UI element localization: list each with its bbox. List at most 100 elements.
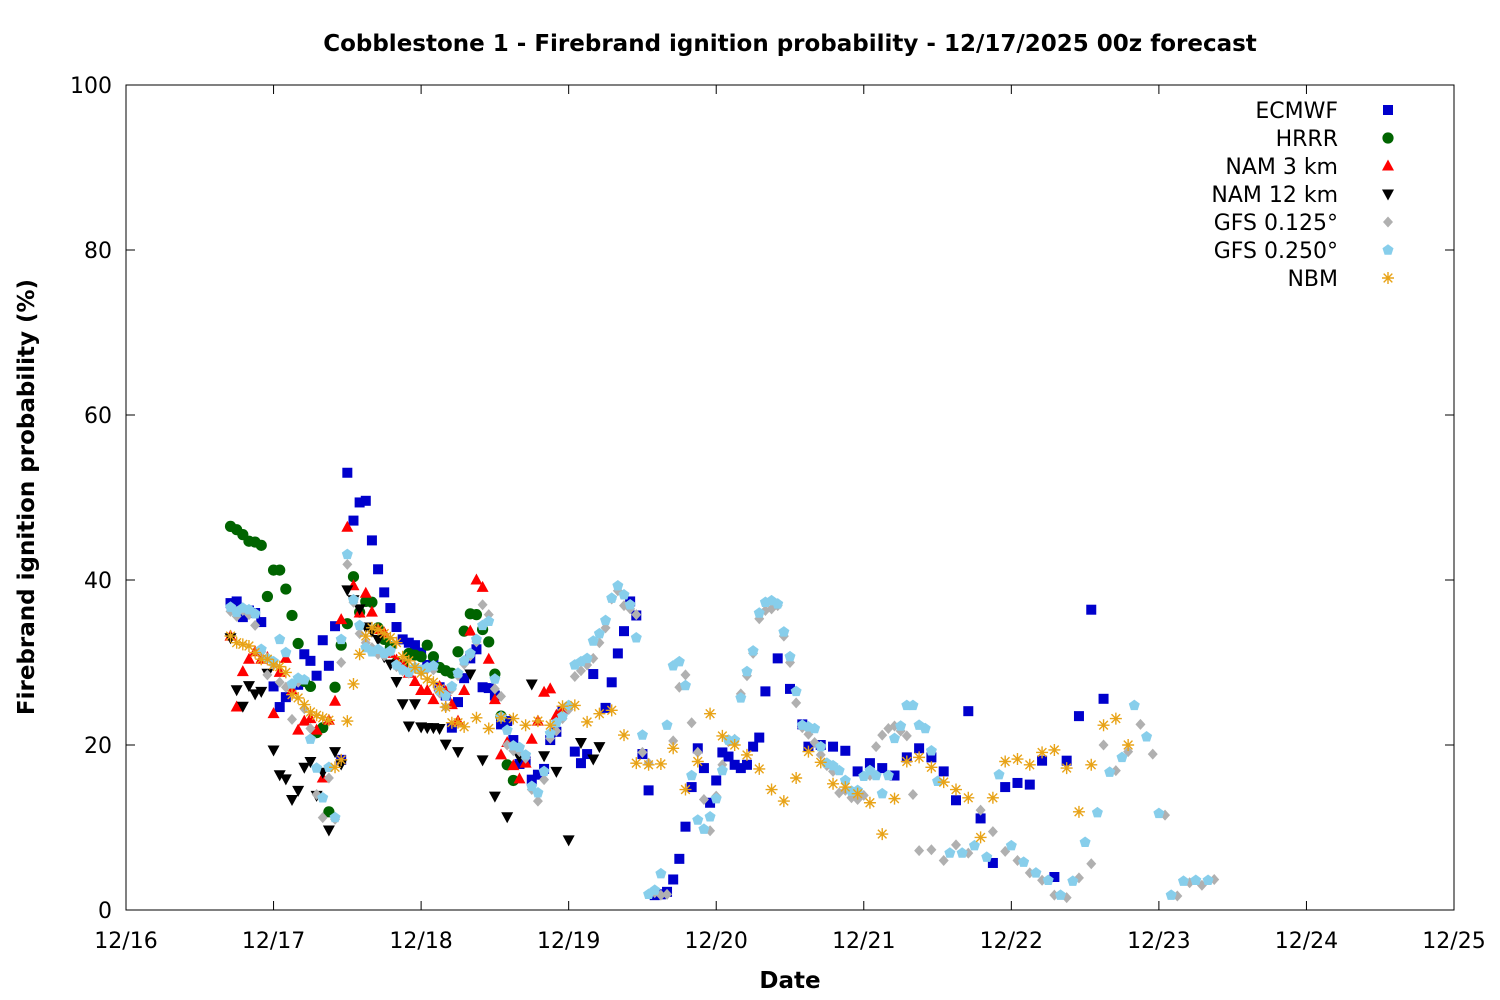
data-point [311, 762, 323, 773]
legend-label: HRRR [1276, 127, 1338, 152]
data-point [612, 579, 624, 591]
data-point [680, 669, 691, 681]
data-point [839, 774, 851, 786]
data-point [717, 747, 728, 758]
data-point [840, 745, 851, 756]
data-point [619, 626, 629, 637]
data-point [267, 707, 280, 719]
data-point [317, 635, 328, 646]
data-point [1011, 753, 1024, 766]
data-point [1000, 782, 1011, 793]
data-point [452, 747, 464, 759]
data-point [605, 704, 618, 717]
data-point [974, 831, 987, 844]
data-point [562, 835, 575, 847]
data-point [1086, 604, 1097, 615]
data-point [365, 605, 378, 617]
data-point [501, 724, 513, 735]
data-point [323, 772, 334, 784]
data-point [267, 658, 280, 671]
data-point [341, 715, 354, 728]
data-point [784, 650, 796, 662]
y-tick-label: 0 [98, 899, 112, 924]
y-tick-label: 40 [84, 569, 112, 594]
data-point [336, 657, 347, 668]
legend-label: NBM [1287, 267, 1338, 292]
data-point [347, 594, 359, 605]
data-point [999, 755, 1012, 768]
data-point [569, 746, 580, 757]
data-point [470, 573, 483, 585]
data-point [532, 769, 543, 780]
data-point [488, 693, 501, 705]
data-point [1042, 874, 1054, 885]
legend-marker [1383, 105, 1393, 115]
data-point [292, 723, 305, 735]
x-tick-label: 12/21 [832, 929, 895, 954]
data-point [944, 847, 956, 858]
data-point [864, 758, 875, 769]
data-point [379, 587, 390, 598]
data-point [415, 651, 427, 663]
data-point [421, 673, 434, 685]
data-point [255, 686, 268, 698]
data-point [668, 874, 679, 885]
data-point [581, 715, 594, 728]
data-point [446, 680, 458, 692]
data-point [631, 609, 642, 621]
data-point [851, 787, 864, 800]
series-nam-12-km [224, 585, 606, 847]
data-point [791, 697, 802, 709]
data-point [496, 719, 507, 730]
data-point [741, 665, 753, 677]
data-point [445, 716, 458, 729]
data-point [514, 758, 525, 769]
data-point [531, 715, 544, 728]
data-point [513, 772, 526, 784]
data-point [1128, 699, 1140, 711]
data-point [1165, 889, 1177, 900]
data-point [777, 795, 790, 808]
data-point [704, 707, 717, 720]
data-point [950, 783, 962, 796]
data-point [279, 651, 292, 663]
x-tick-label: 12/19 [537, 929, 600, 954]
data-point [525, 679, 538, 691]
data-point [802, 745, 815, 758]
data-point [287, 713, 297, 725]
data-point [698, 823, 710, 834]
data-point [1104, 766, 1116, 777]
data-point [329, 694, 342, 706]
data-point [330, 621, 341, 632]
data-point [1098, 739, 1109, 751]
y-tick-label: 20 [84, 734, 112, 759]
data-point [1109, 712, 1122, 725]
data-point [359, 630, 372, 643]
data-point [662, 888, 673, 900]
data-point [495, 748, 508, 760]
data-point [919, 722, 931, 734]
data-point [342, 467, 353, 478]
data-point [654, 757, 667, 770]
data-point [279, 666, 292, 679]
data-point [353, 604, 366, 616]
data-point [1116, 751, 1128, 763]
data-point [482, 722, 495, 735]
data-point [606, 592, 618, 603]
data-point [600, 702, 611, 713]
legend-marker [1382, 159, 1394, 171]
data-point [913, 751, 926, 764]
data-point [366, 596, 378, 608]
data-point [482, 652, 495, 664]
data-point [907, 699, 919, 711]
data-point [464, 647, 476, 659]
data-point [452, 667, 464, 678]
data-point [624, 598, 636, 610]
data-point [242, 681, 255, 693]
data-point [483, 615, 495, 626]
data-point [569, 671, 580, 683]
data-point [815, 740, 827, 752]
data-point [785, 683, 795, 694]
data-point [814, 756, 827, 769]
data-point [1153, 807, 1165, 819]
